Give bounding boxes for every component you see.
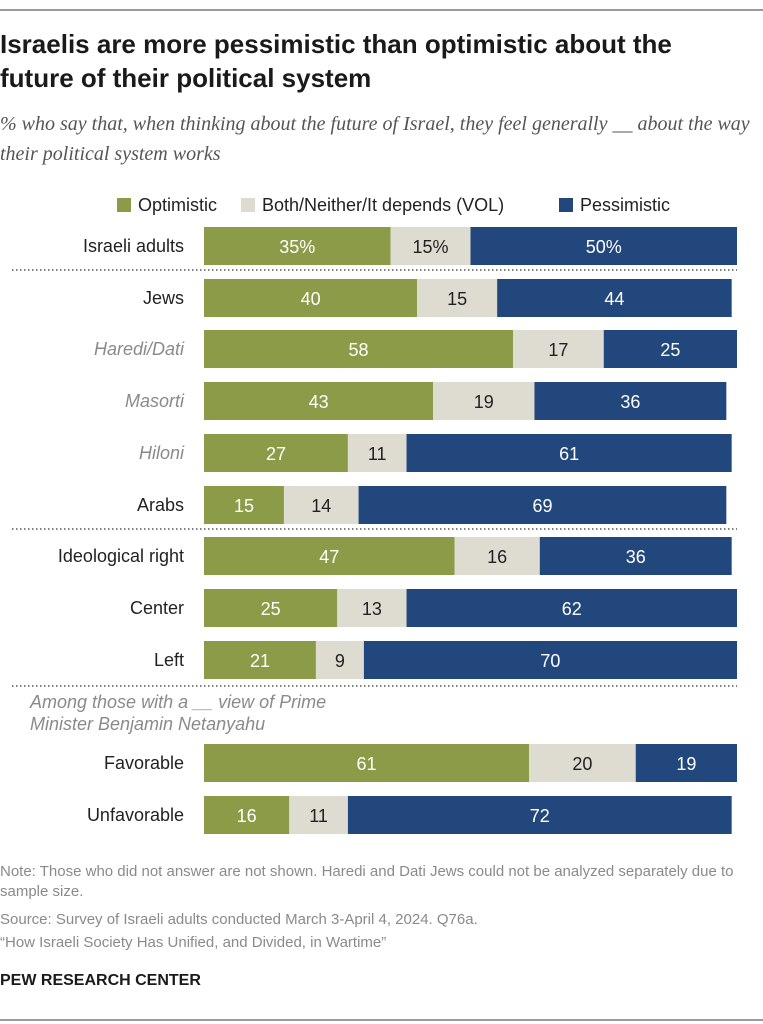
bar-left-both <box>315 641 364 679</box>
value-label-israeli-adults-optimistic: 35% <box>279 237 315 257</box>
value-label-ideological-right-both: 16 <box>487 547 507 567</box>
legend-swatch-optimistic <box>117 198 131 212</box>
value-label-haredi-dati-pessimistic: 25 <box>660 340 680 360</box>
bar-ideological-right-both <box>454 537 540 575</box>
value-label-israeli-adults-pessimistic: 50% <box>586 237 622 257</box>
value-label-unfavorable-both: 11 <box>309 806 328 826</box>
value-label-left-optimistic: 21 <box>250 651 270 671</box>
value-label-unfavorable-pessimistic: 72 <box>530 806 550 826</box>
value-label-center-optimistic: 25 <box>261 599 281 619</box>
legend-label-optimistic: Optimistic <box>138 194 218 215</box>
legend-item-pessimistic: Pessimistic <box>559 194 670 216</box>
value-label-masorti-both: 19 <box>474 392 494 412</box>
value-label-unfavorable-optimistic: 16 <box>237 806 257 826</box>
bar-favorable-both <box>529 744 636 782</box>
bar-haredi-dati-pessimistic <box>603 330 737 368</box>
row-label-hiloni: Hiloni <box>139 443 185 463</box>
value-label-center-pessimistic: 62 <box>562 599 582 619</box>
bar-center-both <box>337 589 407 627</box>
value-label-masorti-optimistic: 43 <box>309 392 329 412</box>
chart-title: Israelis are more pessimistic than optim… <box>0 29 672 93</box>
legend-item-both: Both/Neither/It depends (VOL) <box>241 194 504 216</box>
bar-hiloni-optimistic <box>204 434 348 472</box>
bottom-rule <box>0 1019 763 1021</box>
value-label-hiloni-both: 11 <box>368 444 387 464</box>
group-caption-line-1: Among those with a __ view of Prime <box>29 692 326 712</box>
bar-center-optimistic <box>204 589 338 627</box>
bar-israeli-adults-both <box>390 227 471 265</box>
value-label-left-both: 9 <box>335 651 345 671</box>
report-title: “How Israeli Society Has Unified, and Di… <box>0 934 387 951</box>
value-label-ideological-right-pessimistic: 36 <box>626 547 646 567</box>
value-label-ideological-right-optimistic: 47 <box>319 547 339 567</box>
row-label-center: Center <box>130 598 184 618</box>
row-label-haredi-dati: Haredi/Dati <box>94 339 185 359</box>
bar-ideological-right-pessimistic <box>539 537 732 575</box>
value-label-favorable-pessimistic: 19 <box>676 754 696 774</box>
brand-logo-text: PEW RESEARCH CENTER <box>0 972 201 989</box>
value-label-jews-optimistic: 40 <box>301 289 321 309</box>
bar-israeli-adults-pessimistic <box>470 227 737 265</box>
bar-left-optimistic <box>204 641 316 679</box>
bar-left-pessimistic <box>363 641 737 679</box>
bar-jews-optimistic <box>204 279 418 317</box>
value-label-arabs-pessimistic: 69 <box>532 496 552 516</box>
bar-haredi-dati-both <box>513 330 604 368</box>
value-label-jews-pessimistic: 44 <box>604 289 624 309</box>
bar-ideological-right-optimistic <box>204 537 455 575</box>
value-label-favorable-optimistic: 61 <box>357 754 377 774</box>
bar-unfavorable-both <box>289 796 348 834</box>
row-label-arabs: Arabs <box>137 495 184 515</box>
legend-item-optimistic: Optimistic <box>117 194 217 216</box>
top-rule <box>0 9 763 11</box>
row-label-left: Left <box>154 650 184 670</box>
value-label-arabs-optimistic: 15 <box>234 496 254 516</box>
bar-haredi-dati-optimistic <box>204 330 514 368</box>
value-label-favorable-both: 20 <box>572 754 592 774</box>
bar-favorable-optimistic <box>204 744 530 782</box>
source-line: Source: Survey of Israeli adults conduct… <box>0 911 478 928</box>
value-label-israeli-adults-both: 15% <box>413 237 449 257</box>
bar-jews-both <box>417 279 498 317</box>
value-label-haredi-dati-both: 17 <box>548 340 568 360</box>
legend-swatch-both <box>241 198 255 212</box>
row-label-israeli-adults: Israeli adults <box>83 236 184 256</box>
bar-favorable-pessimistic <box>635 744 737 782</box>
legend-swatch-pessimistic <box>559 198 573 212</box>
bar-arabs-both <box>283 486 359 524</box>
bar-unfavorable-optimistic <box>204 796 290 834</box>
row-label-jews: Jews <box>143 288 184 308</box>
bar-hiloni-pessimistic <box>406 434 732 472</box>
legend-label-both: Both/Neither/It depends (VOL) <box>262 194 505 215</box>
bar-jews-pessimistic <box>497 279 732 317</box>
group-caption-line-2: Minister Benjamin Netanyahu <box>30 714 265 734</box>
value-label-hiloni-pessimistic: 61 <box>559 444 579 464</box>
value-label-hiloni-optimistic: 27 <box>266 444 286 464</box>
footnote: Note: Those who did not answer are not s… <box>0 863 734 900</box>
row-label-ideological-right: Ideological right <box>58 546 184 566</box>
value-label-jews-both: 15 <box>447 289 467 309</box>
value-label-masorti-pessimistic: 36 <box>620 392 640 412</box>
chart-subtitle: % who say that, when thinking about the … <box>0 113 750 165</box>
bar-center-pessimistic <box>406 589 737 627</box>
value-label-center-both: 13 <box>362 599 382 619</box>
row-label-favorable: Favorable <box>104 753 184 773</box>
value-label-left-pessimistic: 70 <box>540 651 560 671</box>
bar-hiloni-both <box>347 434 407 472</box>
row-label-unfavorable: Unfavorable <box>87 805 184 825</box>
row-label-masorti: Masorti <box>125 391 185 411</box>
bar-israeli-adults-optimistic <box>204 227 391 265</box>
bar-arabs-optimistic <box>204 486 284 524</box>
bar-masorti-pessimistic <box>534 382 727 420</box>
bar-arabs-pessimistic <box>358 486 727 524</box>
bar-unfavorable-pessimistic <box>347 796 732 834</box>
bar-masorti-optimistic <box>204 382 434 420</box>
bar-masorti-both <box>433 382 535 420</box>
legend-label-pessimistic: Pessimistic <box>580 194 671 215</box>
value-label-haredi-dati-optimistic: 58 <box>349 340 369 360</box>
value-label-arabs-both: 14 <box>311 496 331 516</box>
